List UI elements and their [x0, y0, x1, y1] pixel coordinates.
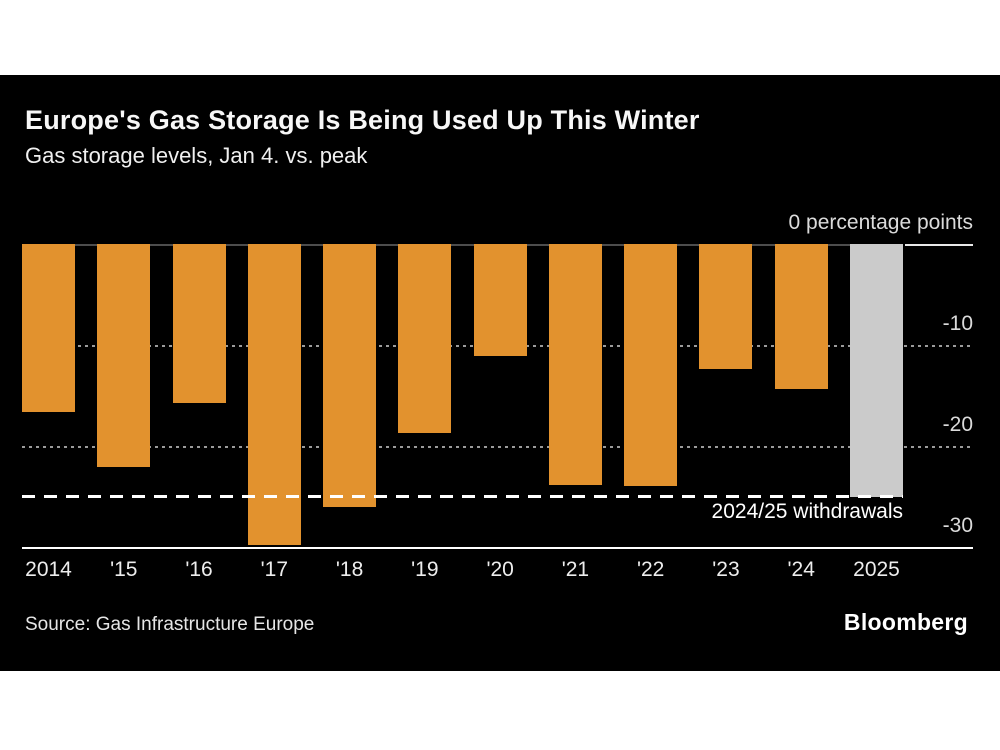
bar-plot-area: [22, 244, 903, 547]
x-tick-label: 2025: [853, 558, 900, 581]
zero-gridline: [22, 244, 903, 246]
bottom-margin-band: [0, 671, 1000, 750]
zero-tick-segment: [905, 244, 973, 246]
bar-2014: [22, 244, 75, 412]
bloomberg-chart-card: Europe's Gas Storage Is Being Used Up Th…: [0, 75, 1000, 671]
x-tick-label: '23: [712, 558, 740, 581]
x-tick-label: '15: [110, 558, 138, 581]
bar-19: [398, 244, 452, 433]
x-tick-label: '24: [787, 558, 815, 581]
x-axis-line: [22, 547, 973, 549]
bar-22: [624, 244, 678, 486]
bloomberg-logo: Bloomberg: [843, 609, 968, 635]
y-tick-label--30: -30: [942, 514, 973, 537]
gridline--20: [22, 446, 973, 448]
bar-16: [172, 244, 226, 403]
bar-23: [699, 244, 753, 369]
y-tick-label--10: -10: [942, 312, 973, 335]
bar-2025: [850, 244, 903, 497]
withdrawals-annotation-label: 2024/25 withdrawals: [711, 500, 903, 523]
bar-15: [97, 244, 151, 467]
bar-20: [473, 244, 527, 356]
x-tick-label: '17: [260, 558, 288, 581]
x-tick-label: '19: [411, 558, 439, 581]
bar-21: [548, 244, 602, 485]
x-tick-label: '21: [561, 558, 590, 581]
chart-subtitle: Gas storage levels, Jan 4. vs. peak: [25, 143, 368, 168]
x-tick-label: 2014: [25, 558, 72, 581]
bar-17: [247, 244, 301, 545]
top-margin-band: [0, 0, 1000, 76]
bar-18: [323, 244, 377, 507]
x-tick-label: '16: [185, 558, 213, 581]
x-tick-label: '20: [486, 558, 514, 581]
x-tick-label: '18: [335, 558, 364, 581]
bar-24: [774, 244, 828, 389]
withdrawals-reference-line: [22, 495, 903, 498]
x-tick-label: '22: [636, 558, 665, 581]
y-tick-label-0: 0 percentage points: [788, 211, 973, 234]
chart-title: Europe's Gas Storage Is Being Used Up Th…: [25, 105, 700, 135]
y-tick-label--20: -20: [942, 413, 973, 436]
source-text: Source: Gas Infrastructure Europe: [25, 614, 315, 635]
